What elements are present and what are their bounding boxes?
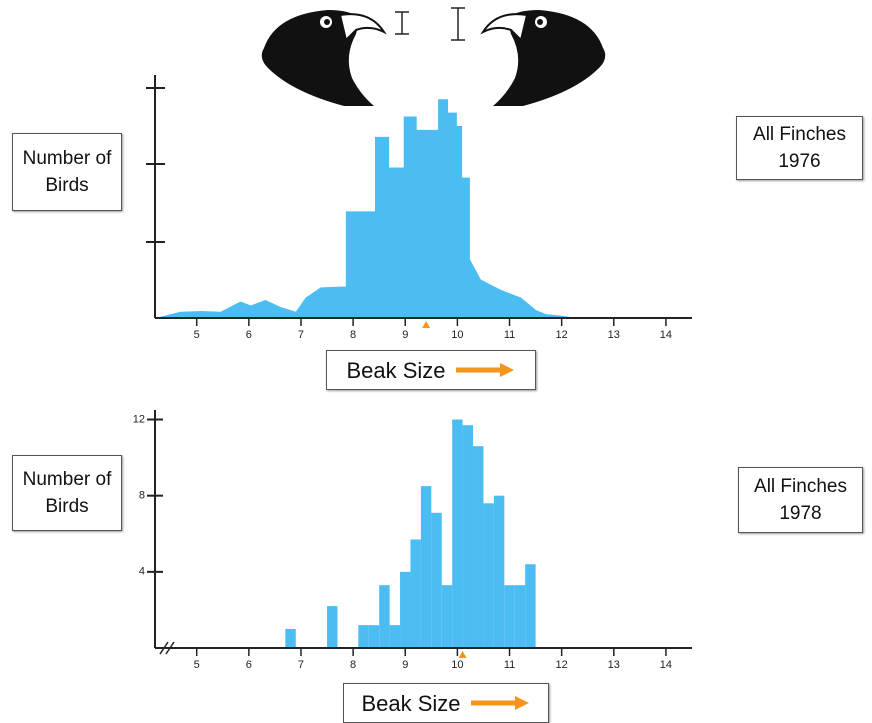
area (155, 99, 576, 318)
x-tick-label: 8 (350, 329, 356, 341)
bar (514, 585, 526, 648)
bar (400, 571, 411, 648)
x-tick-label: 6 (246, 329, 252, 341)
bar (441, 585, 453, 648)
x-tick-label: 6 (246, 659, 252, 671)
x-axis-label-box: Beak Size (343, 683, 549, 723)
x-tick-label: 7 (298, 329, 304, 341)
y-tick-label: 4 (139, 566, 145, 578)
x-tick-label: 9 (402, 329, 408, 341)
bar (483, 503, 494, 648)
bar (379, 585, 390, 648)
bar (473, 446, 484, 648)
bar (368, 625, 380, 648)
mean-marker (458, 651, 467, 658)
chart-title: All Finches 1976 (736, 116, 863, 180)
y-axis-label: Number of Birds (12, 455, 122, 531)
x-tick-label: 11 (504, 659, 515, 671)
finch-head (260, 9, 385, 107)
bar (327, 606, 338, 648)
bar (285, 628, 296, 648)
x-tick-label: 8 (350, 659, 356, 671)
y-tick-label: 12 (133, 413, 145, 425)
x-axis-label-box: Beak Size (326, 350, 536, 390)
x-axis-label: Beak Size (361, 690, 461, 716)
y-tick-label: 8 (139, 490, 145, 502)
x-tick-label: 5 (194, 329, 200, 341)
arrow (455, 363, 514, 377)
x-tick-label: 11 (504, 329, 515, 341)
arrow (470, 696, 529, 710)
x-axis-label: Beak Size (346, 357, 446, 383)
bar (389, 625, 401, 648)
bar (358, 625, 369, 648)
y-axis-label: Number of Birds (12, 133, 122, 211)
bar (504, 585, 515, 648)
finch-head (482, 9, 607, 107)
x-tick-label: 10 (451, 659, 463, 671)
chart-title: All Finches 1978 (738, 467, 863, 533)
x-tick-label: 5 (194, 659, 200, 671)
x-tick-label: 10 (451, 329, 463, 341)
bar (420, 486, 432, 648)
x-tick-label: 14 (660, 659, 672, 671)
x-tick-label: 12 (556, 329, 568, 341)
bar (410, 539, 421, 648)
bar (525, 564, 536, 648)
x-tick-label: 7 (298, 659, 304, 671)
bar (431, 512, 442, 648)
bar (493, 495, 505, 648)
x-tick-label: 14 (660, 329, 672, 341)
mean-marker (422, 321, 431, 328)
beak-depth-indicator (395, 7, 465, 41)
x-tick-label: 13 (608, 659, 620, 671)
x-tick-label: 12 (556, 659, 568, 671)
x-tick-label: 9 (402, 659, 408, 671)
bar (452, 419, 463, 648)
bar (462, 425, 474, 648)
x-tick-label: 13 (608, 329, 620, 341)
